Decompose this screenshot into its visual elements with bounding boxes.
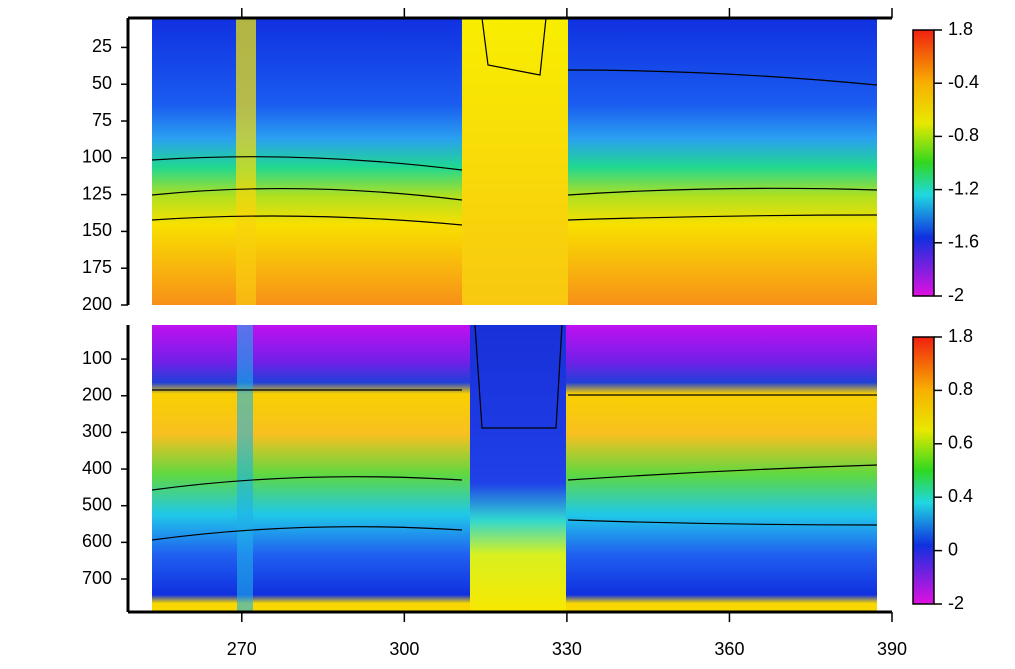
x-tick-label: 360 (714, 639, 744, 659)
heatmap-top (151, 17, 878, 305)
colorbar-tick-label: 1.8 (948, 19, 973, 39)
colorbar-tick-label: 0.6 (948, 433, 973, 453)
y-tick-label: 600 (82, 531, 112, 551)
colorbar-tick-label: 1.8 (948, 326, 973, 346)
y-tick-label: 100 (82, 348, 112, 368)
x-tick-label: 390 (877, 639, 907, 659)
y-tick-label: 200 (82, 384, 112, 404)
x-tick-label: 330 (552, 639, 582, 659)
colorbar-tick-label: -1.6 (948, 232, 979, 252)
y-tick-label: 700 (82, 568, 112, 588)
colorbar-tick-label: 0.8 (948, 379, 973, 399)
y-tick-label: 175 (82, 257, 112, 277)
colorbar-tick-label: 0.4 (948, 486, 973, 506)
y-tick-label: 500 (82, 494, 112, 514)
y-tick-label: 50 (92, 73, 112, 93)
colorbar-tick-label: -0.8 (948, 125, 979, 145)
x-tick-label: 270 (227, 639, 257, 659)
y-tick-label: 100 (82, 147, 112, 167)
x-tick-label: 300 (389, 639, 419, 659)
colorbar-tick-label: -2 (948, 285, 964, 305)
y-tick-label: 150 (82, 220, 112, 240)
y-tick-label: 400 (82, 458, 112, 478)
colorbar (912, 336, 935, 605)
colorbar (912, 29, 935, 297)
y-tick-label: 200 (82, 294, 112, 314)
y-tick-label: 300 (82, 421, 112, 441)
colorbar-tick-label: -2 (948, 593, 964, 613)
colorbar-tick-label: -1.2 (948, 178, 979, 198)
y-tick-label: 125 (82, 183, 112, 203)
colorbar-tick-label: -0.4 (948, 72, 979, 92)
y-tick-label: 75 (92, 110, 112, 130)
colorbar-tick-label: 0 (948, 539, 958, 559)
y-tick-label: 25 (92, 36, 112, 56)
heatmap-bottom (151, 324, 878, 612)
